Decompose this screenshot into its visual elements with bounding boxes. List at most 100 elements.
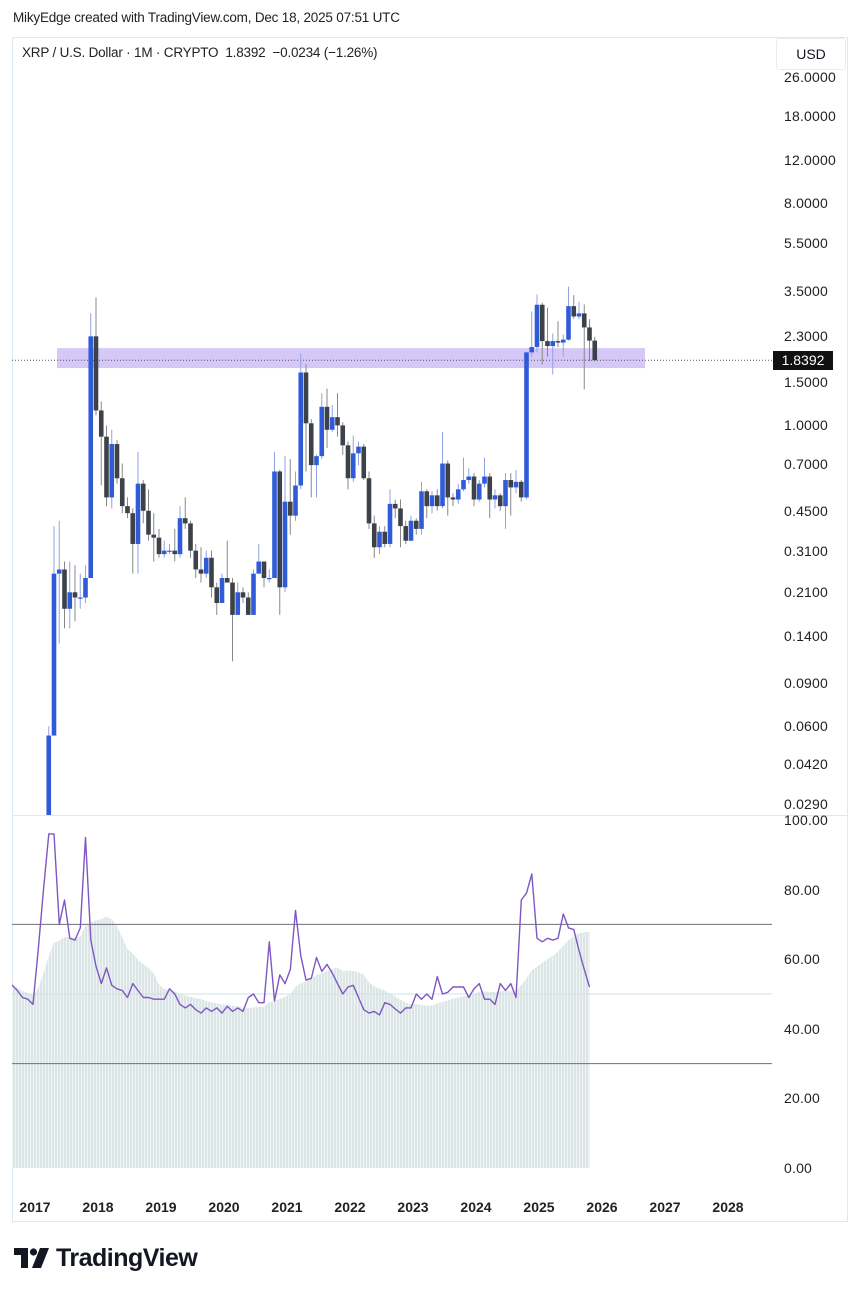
candle [308, 419, 314, 498]
candle [167, 543, 172, 555]
candle [471, 473, 477, 507]
candle-body [387, 503, 393, 544]
candle [345, 441, 351, 490]
candle [156, 528, 162, 558]
candle-body [104, 436, 109, 498]
candle-body [560, 339, 566, 343]
symbol-legend: XRP / U.S. Dollar · 1M · CRYPTO 1.8392 −0.… [22, 45, 384, 60]
candle [51, 526, 57, 736]
tradingview-logo-text: TradingView [56, 1244, 198, 1272]
candle [429, 491, 435, 514]
rsi-tick-label: 20.00 [784, 1090, 821, 1107]
candle-body [314, 456, 319, 466]
candle-body [293, 485, 298, 516]
candle [198, 547, 204, 583]
candle-body [361, 446, 367, 479]
candle [114, 440, 120, 484]
candle [209, 550, 214, 598]
candle-body [98, 410, 104, 437]
candle [377, 526, 382, 555]
time-tick-label: 2026 [586, 1199, 618, 1215]
tradingview-logo[interactable]: TradingView [14, 1244, 198, 1273]
candle-body [272, 471, 277, 579]
candle-body [135, 483, 141, 544]
candle [324, 388, 330, 448]
tradingview-logo-icon [14, 1247, 49, 1268]
candle-body [156, 537, 162, 555]
candle [382, 526, 388, 548]
candle-body [461, 480, 466, 490]
candle-body [209, 557, 214, 588]
candle-body [93, 336, 99, 411]
candle [529, 311, 535, 357]
time-tick-label: 2017 [19, 1199, 51, 1215]
candle [366, 471, 372, 529]
candle [398, 499, 403, 548]
candle-body [77, 597, 83, 599]
time-tick-label: 2022 [334, 1199, 366, 1215]
price-tick-label: 0.0420 [784, 756, 829, 773]
rsi-tick-label: 80.00 [784, 881, 821, 898]
price-tick-label: 0.3100 [784, 542, 829, 559]
candle-body [67, 592, 73, 609]
candle-body [256, 561, 262, 574]
candle [487, 473, 493, 519]
currency-button[interactable]: USD [776, 38, 846, 70]
candle-body [203, 557, 209, 574]
time-tick-label: 2020 [208, 1199, 240, 1215]
time-tick-label: 2021 [271, 1199, 303, 1215]
candle [524, 352, 529, 500]
rsi-tick-label: 60.00 [784, 951, 821, 968]
price-tick-label: 0.7000 [784, 455, 829, 472]
candle [287, 459, 293, 535]
candle [566, 286, 571, 341]
candle [424, 489, 430, 519]
price-tick-label: 12.0000 [784, 151, 837, 168]
candle [177, 506, 183, 558]
candle-body [193, 550, 199, 570]
candle [182, 497, 188, 529]
candle-body [324, 406, 330, 430]
candle-body [482, 476, 487, 484]
candle-body [114, 444, 120, 479]
candle [455, 483, 461, 504]
price-tick-label: 1.5000 [784, 374, 829, 391]
candle-body [408, 520, 414, 541]
candle [539, 302, 545, 365]
candle-body [224, 578, 230, 583]
candle-body [419, 491, 424, 529]
candle [419, 481, 424, 535]
candle-body [508, 480, 514, 488]
candle-body [177, 518, 183, 555]
candle-body [119, 478, 125, 507]
rsi-tick-label: 40.00 [784, 1020, 821, 1037]
candle [592, 336, 598, 362]
price-tick-label: 18.0000 [784, 108, 837, 125]
candle-body [413, 520, 419, 529]
candle-body [487, 476, 493, 500]
candle [203, 550, 209, 579]
price-pane [12, 286, 772, 815]
candle [518, 480, 524, 502]
candle [503, 473, 508, 529]
symbol-name[interactable]: XRP / U.S. Dollar · 1M · CRYPTO [22, 45, 219, 60]
candle [193, 543, 199, 579]
price-tick-label: 0.4500 [784, 502, 829, 519]
candle [550, 333, 556, 375]
candle-body [529, 347, 535, 353]
candle-body [534, 304, 540, 348]
candle-body [303, 372, 309, 424]
candle-body [445, 463, 451, 498]
candle [329, 405, 335, 433]
candle [214, 582, 220, 615]
time-tick-label: 2027 [649, 1199, 681, 1215]
candle-body [424, 491, 430, 507]
candle-body [140, 483, 146, 511]
time-tick-label: 2023 [397, 1199, 429, 1215]
candle [440, 432, 445, 509]
price-tick-label: 5.5000 [784, 235, 829, 252]
candle-body [403, 526, 409, 541]
candle-body [450, 497, 456, 500]
candle [356, 441, 361, 466]
